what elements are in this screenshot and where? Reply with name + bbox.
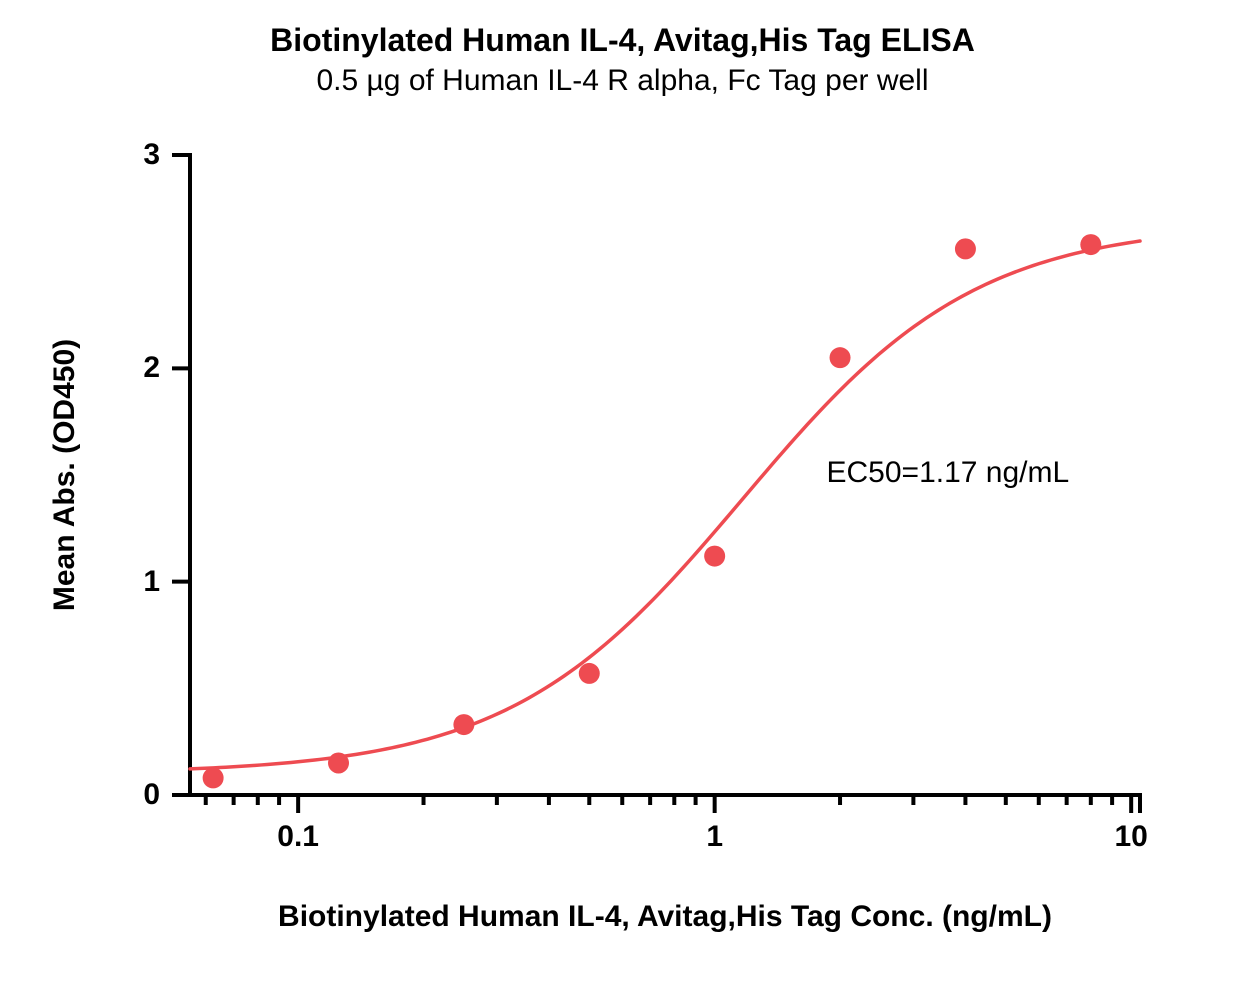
x-tick-label: 1 — [706, 820, 723, 854]
data-point — [1080, 234, 1101, 255]
title-block: Biotinylated Human IL-4, Avitag,His Tag … — [0, 20, 1245, 100]
y-axis-label-wrap: Mean Abs. (OD450) — [35, 155, 95, 795]
y-tick-label: 0 — [130, 778, 160, 812]
data-point — [453, 714, 474, 735]
data-point — [328, 753, 349, 774]
data-point — [955, 238, 976, 259]
data-points — [203, 234, 1102, 788]
chart-title-sub: 0.5 µg of Human IL-4 R alpha, Fc Tag per… — [0, 62, 1245, 100]
y-axis-label: Mean Abs. (OD450) — [48, 339, 82, 611]
data-point — [830, 347, 851, 368]
data-point — [203, 767, 224, 788]
y-tick-label: 2 — [130, 351, 160, 385]
fit-curve — [190, 241, 1140, 769]
x-tick-label: 0.1 — [277, 820, 319, 854]
y-tick-label: 3 — [130, 138, 160, 172]
chart-title-main: Biotinylated Human IL-4, Avitag,His Tag … — [0, 20, 1245, 60]
data-point — [704, 546, 725, 567]
y-tick-label: 1 — [130, 565, 160, 599]
x-axis-label: Biotinylated Human IL-4, Avitag,His Tag … — [190, 900, 1140, 934]
x-tick-label: 10 — [1114, 820, 1147, 854]
ec50-annotation: EC50=1.17 ng/mL — [827, 456, 1070, 490]
chart-stage: Biotinylated Human IL-4, Avitag,His Tag … — [0, 0, 1245, 993]
data-point — [579, 663, 600, 684]
